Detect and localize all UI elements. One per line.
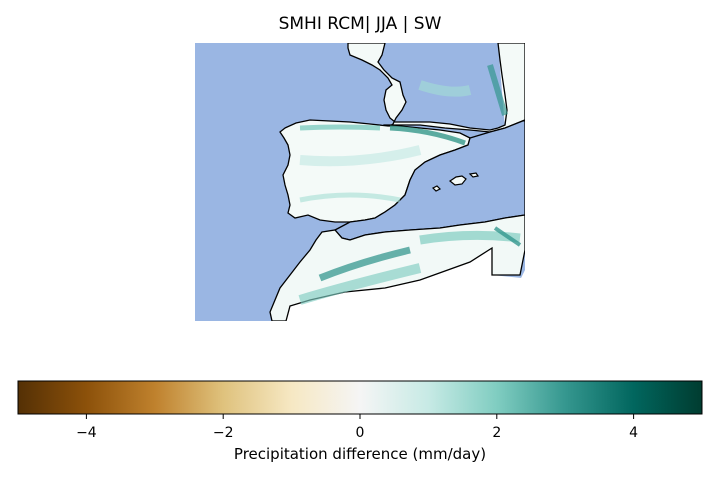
massif-wet-band <box>418 80 472 97</box>
land-balearic-mallorca <box>448 175 467 186</box>
colorbar-bar <box>17 380 703 415</box>
map-title: SMHI RCM| JJA | SW <box>278 14 442 34</box>
alps-wet-band <box>487 64 508 116</box>
colorbar-tick-label: 4 <box>629 425 638 441</box>
colorbar-label: Precipitation difference (mm/day) <box>233 445 487 463</box>
colorbar-tick-label: 0 <box>356 425 365 441</box>
cantabrian-wet-band <box>299 124 381 131</box>
pyrenees-wet-band <box>389 125 466 146</box>
colorbar-tick-label: −2 <box>213 425 234 441</box>
colorbar-tick-label: −4 <box>76 425 97 441</box>
colorbar-ticks: −4 −2 0 2 4 <box>76 414 638 441</box>
atlas-wet-band-1 <box>318 246 411 282</box>
land-france <box>347 43 525 133</box>
south-iberia-band <box>299 192 401 203</box>
land-balearic-menorca <box>468 172 479 178</box>
colorbar-tick-label: 2 <box>492 425 501 441</box>
atlas-wet-band-2 <box>298 263 422 305</box>
land-balearic-ibiza <box>431 185 442 192</box>
central-iberia-band <box>299 145 422 167</box>
colorbar: −4 −2 0 2 4 <box>17 380 703 441</box>
atlas-wet-band-4 <box>493 226 522 247</box>
precipitation-field <box>298 64 522 305</box>
no-data-region <box>272 248 525 321</box>
